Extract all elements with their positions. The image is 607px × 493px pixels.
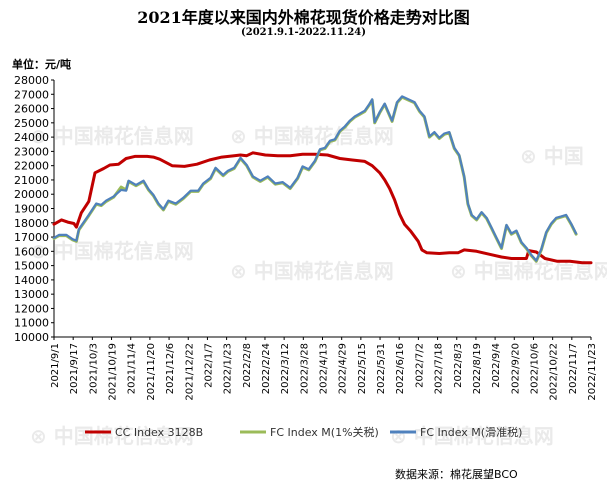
unit-label: 单位：元/吨	[12, 58, 72, 71]
y-tick-label: 16000	[14, 245, 49, 258]
x-tick-label: 2021/10/3	[88, 343, 99, 394]
x-tick-label: 2022/4/29	[338, 343, 349, 394]
watermark: ⊗ 中国棉花信息网	[30, 124, 194, 148]
x-tick-label: 2021/12/22	[184, 343, 195, 401]
x-tick-label: 2022/7/2	[414, 343, 425, 388]
source-note: 数据来源：棉花展望BCO	[395, 468, 518, 481]
x-tick-label: 2022/5/31	[376, 343, 387, 394]
x-tick-label: 2022/3/28	[299, 343, 310, 394]
x-tick-label: 2022/9/20	[510, 343, 521, 394]
y-tick-label: 18000	[14, 217, 49, 230]
x-tick-label: 2021/9/1	[50, 343, 61, 388]
y-tick-label: 21000	[14, 174, 49, 187]
chart-title: 2021年度以来国内外棉花现货价格走势对比图	[137, 8, 470, 27]
x-tick-label: 2021/9/17	[69, 343, 80, 394]
y-tick-label: 12000	[14, 302, 49, 315]
y-tick-label: 11000	[14, 317, 49, 330]
y-tick-label: 14000	[14, 274, 49, 287]
legend-label: CC Index 3128B	[115, 426, 203, 439]
x-tick-label: 2022/8/19	[472, 343, 483, 394]
x-tick-label: 2021/11/20	[146, 343, 157, 401]
x-tick-label: 2022/2/24	[261, 343, 272, 394]
y-tick-label: 15000	[14, 260, 49, 273]
x-tick-label: 2022/10/6	[529, 343, 540, 394]
y-tick-label: 10000	[14, 331, 49, 344]
x-tick-label: 2022/8/3	[453, 343, 464, 388]
x-tick-label: 2022/3/12	[280, 343, 291, 394]
legend-label: FC Index M(1%关税)	[270, 425, 379, 439]
y-tick-label: 22000	[14, 160, 49, 173]
y-tick-label: 13000	[14, 288, 49, 301]
x-tick-label: 2022/11/7	[568, 343, 579, 394]
series-line-1	[52, 151, 593, 265]
watermark: ⊗ 中国棉花信息网	[230, 259, 394, 283]
y-tick-label: 27000	[14, 88, 49, 101]
series-line-3	[52, 95, 578, 262]
watermark: ⊗ 中国	[520, 144, 584, 168]
x-tick-label: 2022/4/13	[319, 343, 330, 394]
y-tick-label: 28000	[14, 74, 49, 87]
x-tick-label: 2022/2/8	[242, 343, 253, 388]
x-tick-label: 2022/11/23	[587, 343, 598, 401]
watermark: ⊗ 中国棉花信息网	[230, 124, 394, 148]
series-line-2	[52, 95, 578, 263]
legend-label: FC Index M(滑准税)	[420, 425, 522, 439]
x-tick-label: 2022/10/22	[549, 343, 560, 401]
x-tick-label: 2021/11/4	[127, 343, 138, 394]
y-tick-label: 20000	[14, 188, 49, 201]
x-tick-label: 2022/1/7	[203, 343, 214, 388]
x-tick-label: 2021/12/6	[165, 343, 176, 394]
x-tick-label: 2022/7/18	[434, 343, 445, 394]
x-tick-label: 2022/1/23	[223, 343, 234, 394]
watermark: ⊗ 中国棉花信息网	[30, 424, 194, 448]
x-tick-label: 2022/6/16	[395, 343, 406, 394]
x-tick-label: 2022/5/15	[357, 343, 368, 394]
watermark: ⊗ 中国棉花信息网	[30, 239, 194, 263]
y-tick-label: 19000	[14, 203, 49, 216]
y-tick-label: 24000	[14, 131, 49, 144]
y-tick-label: 26000	[14, 103, 49, 116]
y-tick-label: 17000	[14, 231, 49, 244]
x-tick-label: 2022/9/4	[491, 343, 502, 388]
y-tick-label: 25000	[14, 117, 49, 130]
y-tick-label: 23000	[14, 145, 49, 158]
x-tick-label: 2021/10/19	[108, 343, 119, 401]
chart-subtitle: (2021.9.1-2022.11.24)	[241, 27, 366, 38]
watermark: ⊗ 中国棉花信息网	[390, 424, 554, 448]
